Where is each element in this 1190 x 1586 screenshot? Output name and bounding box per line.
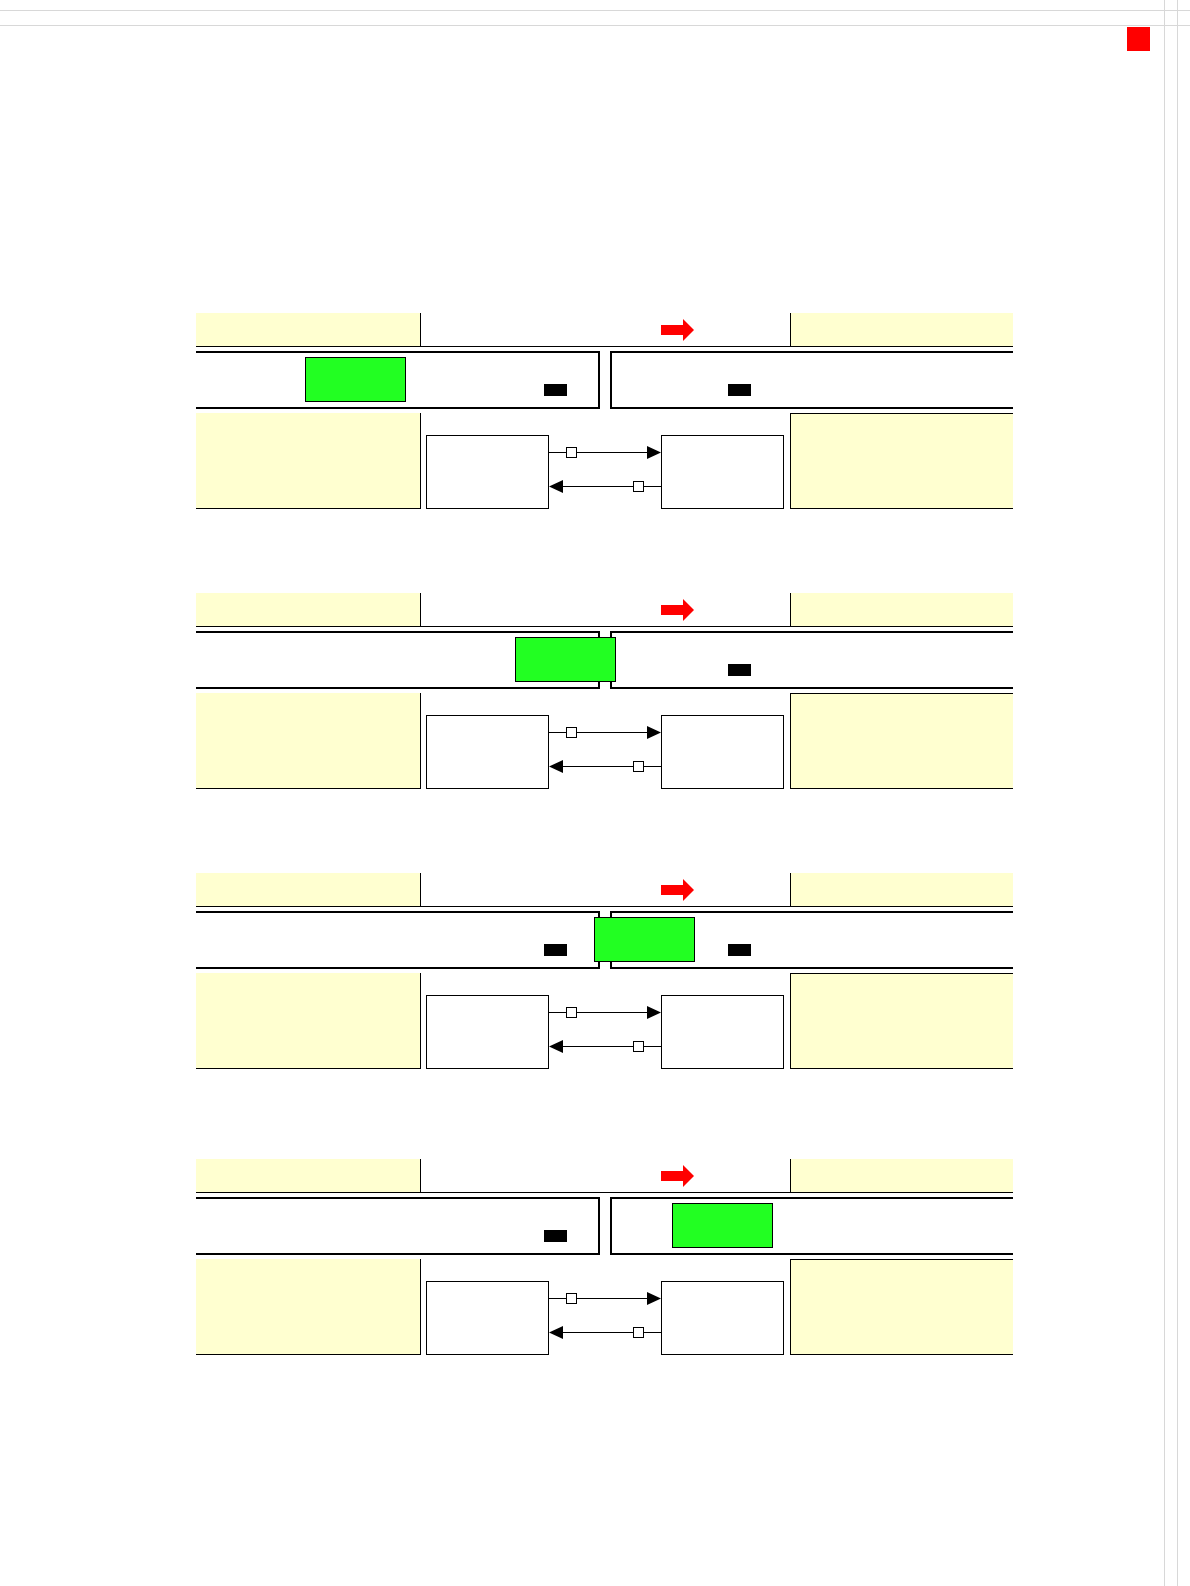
zone-bottom-left [196,693,420,788]
zone-top-left [196,593,420,626]
node-box-left [426,1281,549,1355]
panel [196,1159,1013,1355]
connector-port [566,1007,577,1018]
zone-top-right [790,873,1013,906]
zone-border [196,1259,421,1355]
panel [196,313,1013,509]
node-box-right [661,435,784,509]
zone-bottom-right [790,413,1013,508]
connector-port [633,1041,644,1052]
highlight-block [515,637,616,682]
zone-top-right [790,1159,1013,1192]
connector-port [566,727,577,738]
connector-port [566,447,577,458]
zone-top-left [196,1159,420,1192]
zone-border [790,413,1013,509]
zone-bottom-left [196,973,420,1068]
zone-top-left [196,873,420,906]
highlight-block [672,1203,773,1248]
marker-right [728,944,751,956]
arrowhead-right-icon [647,1292,661,1305]
node-box-right [661,715,784,789]
zone-border [196,693,421,789]
lane-right [610,631,1013,689]
zone-bottom-left [196,1259,420,1354]
right-arrow-icon [661,879,694,901]
marker-left [544,384,567,396]
arrowhead-left-icon [549,1040,563,1053]
marker-left [544,1230,567,1242]
right-arrow-icon [661,319,694,341]
node-box-left [426,435,549,509]
right-arrow-icon [661,599,694,621]
arrowhead-left-icon [549,760,563,773]
arrowhead-right-icon [647,446,661,459]
lane-right [610,351,1013,409]
arrowhead-left-icon [549,1326,563,1339]
lane-left [196,911,600,969]
zone-top-right [790,593,1013,626]
lane-left [196,1197,600,1255]
top-rule [0,10,1190,11]
node-box-left [426,715,549,789]
node-box-right [661,1281,784,1355]
zone-border [790,1259,1013,1355]
scrollbar-track-left[interactable] [1164,0,1165,1586]
panel [196,873,1013,1069]
connector-port [566,1293,577,1304]
zone-border [790,973,1013,1069]
zone-border [790,693,1013,789]
right-arrow-icon [661,1165,694,1187]
zone-border [196,413,421,509]
connector-port [633,1327,644,1338]
zone-top-right [790,313,1013,346]
scrollbar-track-right[interactable] [1177,0,1178,1586]
highlight-block [594,917,695,962]
connector-port [633,481,644,492]
connector-port [633,761,644,772]
lane-right [610,1197,1013,1255]
panel [196,593,1013,789]
zone-top-left [196,313,420,346]
marker-right [728,384,751,396]
highlight-block [305,357,406,402]
zone-border [196,973,421,1069]
arrowhead-right-icon [647,726,661,739]
node-box-right [661,995,784,1069]
marker-left [544,944,567,956]
zone-bottom-right [790,973,1013,1068]
top-rule-2 [0,25,1190,26]
zone-bottom-right [790,693,1013,788]
zone-bottom-left [196,413,420,508]
node-box-left [426,995,549,1069]
zone-bottom-right [790,1259,1013,1354]
marker-right [728,664,751,676]
arrowhead-left-icon [549,480,563,493]
red-square-icon [1127,27,1150,51]
arrowhead-right-icon [647,1006,661,1019]
